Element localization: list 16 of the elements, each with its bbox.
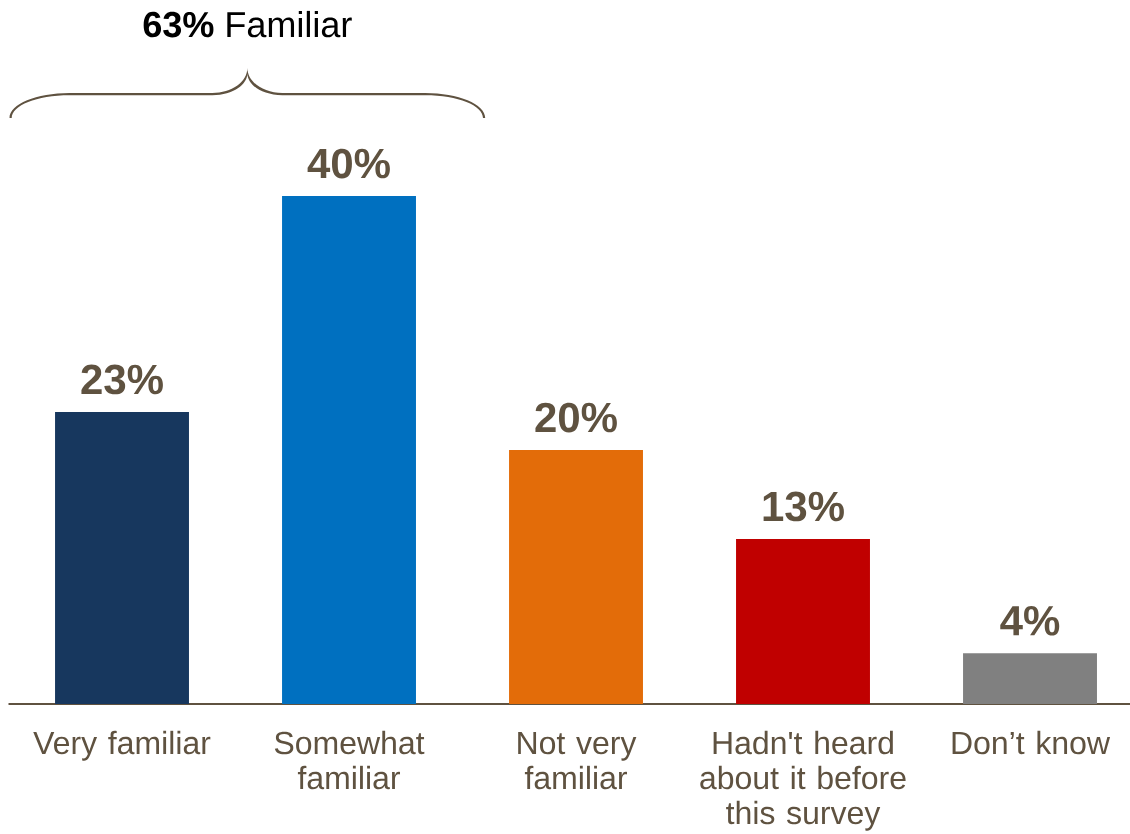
x-tick-label: Not very familiar <box>518 731 637 790</box>
data-label: 20% <box>535 402 617 433</box>
bar <box>963 653 1097 704</box>
x-tick-label: Somewhat familiar <box>274 730 425 790</box>
data-label: 23% <box>81 364 163 395</box>
bar <box>55 411 189 704</box>
data-label: 40% <box>307 148 390 179</box>
bar <box>509 449 643 704</box>
bar <box>736 538 870 704</box>
x-tick-label: Very familiar <box>33 730 211 761</box>
bar <box>282 195 416 704</box>
x-tick-label: Don’t know <box>952 730 1111 755</box>
x-tick-label: Hadn't heard about it before this survey <box>700 730 906 831</box>
data-label: 13% <box>763 491 844 522</box>
text: 63% Familiar <box>143 10 352 38</box>
data-label: 4% <box>1000 605 1060 636</box>
